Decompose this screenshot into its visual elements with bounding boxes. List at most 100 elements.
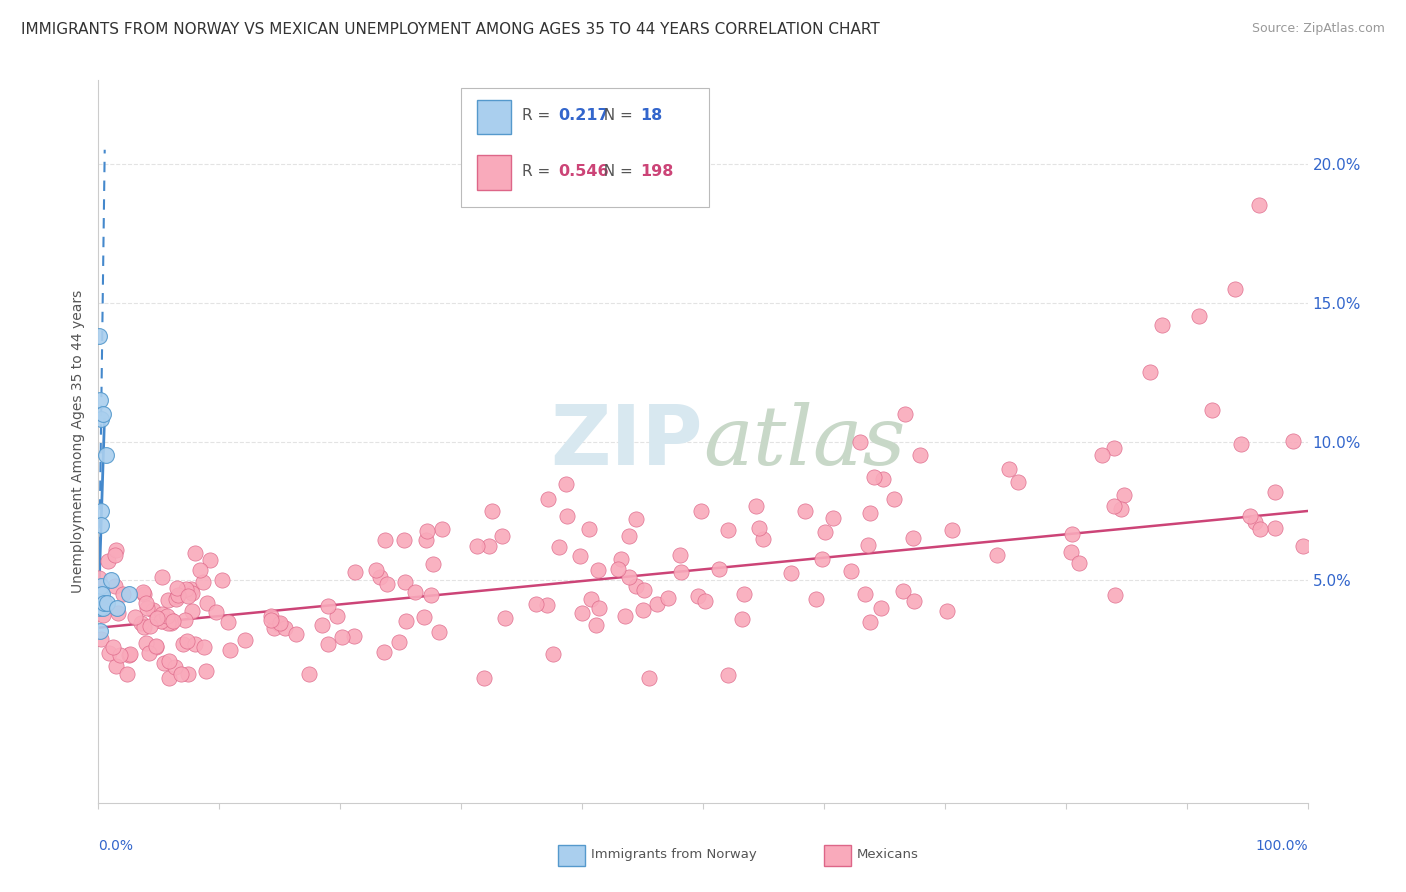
Point	[1230, 437, 1253, 451]
Text: N =: N =	[595, 164, 638, 178]
Point	[105, 601, 128, 615]
Point	[1264, 485, 1286, 500]
Point	[269, 616, 291, 631]
Point	[174, 582, 197, 596]
Point	[104, 579, 127, 593]
Point	[536, 599, 558, 613]
Point	[1111, 502, 1133, 516]
Point	[89, 571, 111, 585]
Point	[104, 549, 127, 563]
Point	[326, 608, 349, 623]
Point	[465, 540, 488, 554]
Point	[986, 548, 1008, 562]
Point	[856, 538, 879, 552]
Point	[180, 586, 202, 600]
Point	[998, 462, 1021, 476]
Point	[180, 582, 202, 596]
Point	[1104, 499, 1126, 513]
Point	[413, 610, 436, 624]
Point	[585, 617, 607, 632]
Text: 0.546: 0.546	[558, 164, 609, 178]
Point	[153, 656, 176, 670]
Point	[472, 671, 495, 685]
Point	[219, 642, 242, 657]
Point	[375, 577, 398, 591]
Point	[104, 542, 127, 557]
Point	[91, 601, 114, 615]
FancyBboxPatch shape	[824, 846, 851, 865]
Point	[1264, 521, 1286, 535]
Point	[176, 634, 198, 648]
Point	[368, 570, 391, 584]
Text: Source: ZipAtlas.com: Source: ZipAtlas.com	[1251, 22, 1385, 36]
Point	[177, 589, 200, 603]
Text: Immigrants from Norway: Immigrants from Norway	[591, 848, 756, 862]
Point	[901, 532, 924, 546]
Point	[637, 671, 659, 685]
Point	[162, 614, 184, 628]
Point	[97, 554, 120, 568]
Point	[1239, 509, 1261, 524]
Point	[1060, 545, 1083, 559]
Point	[138, 646, 160, 660]
Point	[183, 637, 205, 651]
Text: atlas: atlas	[703, 401, 905, 482]
Point	[112, 587, 135, 601]
Point	[610, 551, 633, 566]
Text: 0.0%: 0.0%	[98, 838, 134, 853]
Point	[343, 629, 366, 643]
Point	[274, 621, 297, 635]
Point	[195, 664, 218, 678]
Point	[263, 622, 285, 636]
Point	[614, 608, 637, 623]
Point	[941, 524, 963, 538]
Point	[849, 435, 872, 450]
Point	[184, 546, 207, 560]
Point	[1007, 475, 1029, 490]
Point	[554, 477, 576, 491]
Point	[624, 511, 647, 525]
Point	[669, 548, 692, 562]
Point	[1223, 282, 1246, 296]
Point	[316, 637, 339, 651]
Point	[686, 589, 709, 603]
Point	[145, 640, 167, 655]
Point	[118, 587, 141, 601]
Point	[853, 587, 876, 601]
Point	[1104, 588, 1126, 602]
Point	[645, 598, 668, 612]
Point	[150, 607, 173, 621]
Point	[1114, 487, 1136, 501]
Point	[132, 587, 155, 601]
Point	[204, 605, 226, 619]
Point	[1291, 540, 1313, 554]
Point	[823, 510, 845, 524]
Point	[617, 529, 640, 543]
Point	[481, 504, 503, 518]
Point	[374, 533, 396, 548]
FancyBboxPatch shape	[558, 846, 585, 865]
Point	[1139, 365, 1161, 379]
Text: Mexicans: Mexicans	[856, 848, 918, 862]
Point	[89, 601, 111, 615]
Point	[588, 563, 610, 577]
Point	[709, 562, 731, 576]
Point	[160, 613, 183, 627]
Point	[177, 666, 200, 681]
Point	[94, 449, 117, 463]
Point	[839, 564, 862, 578]
Point	[159, 615, 181, 630]
Point	[166, 582, 188, 596]
Point	[779, 566, 801, 580]
Point	[804, 591, 827, 606]
Point	[1060, 527, 1083, 541]
Point	[117, 666, 139, 681]
Point	[548, 540, 571, 554]
Point	[494, 611, 516, 625]
Point	[617, 569, 640, 583]
FancyBboxPatch shape	[477, 155, 510, 190]
Point	[298, 667, 321, 681]
Point	[96, 596, 118, 610]
Point	[908, 449, 931, 463]
Point	[157, 654, 180, 668]
